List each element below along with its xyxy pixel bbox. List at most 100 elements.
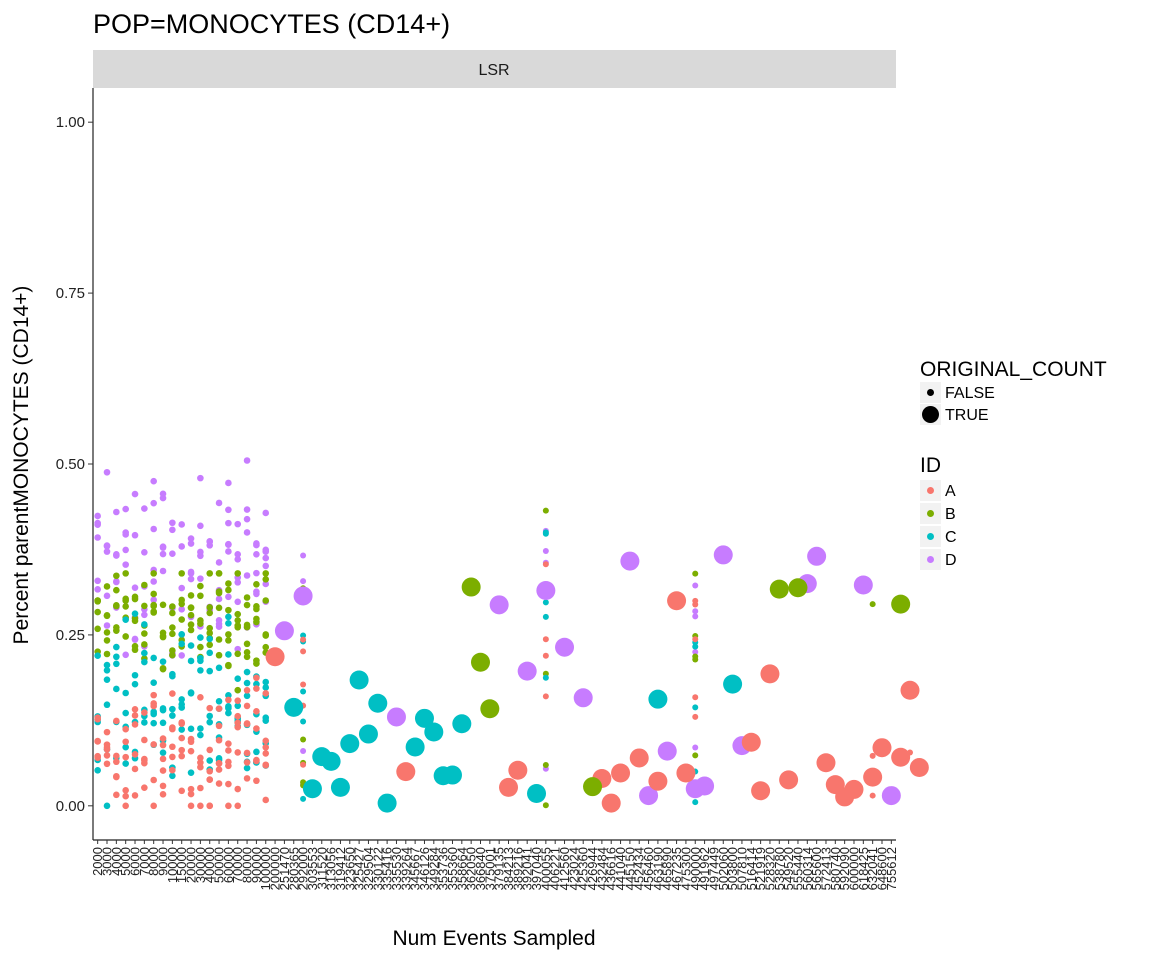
data-point-small: [141, 755, 148, 763]
data-point-small: [234, 785, 242, 793]
data-point-small: [122, 616, 129, 623]
legend-size-label-false: FALSE: [945, 385, 995, 402]
data-point-small: [113, 685, 120, 693]
legend-color-swatch: [927, 556, 934, 563]
data-point-small: [243, 529, 251, 536]
data-point-small: [159, 719, 167, 727]
data-point-small: [150, 719, 157, 727]
data-point-small: [131, 765, 139, 773]
data-point-small: [215, 499, 223, 507]
data-point-small: [159, 633, 167, 641]
data-point-small: [103, 629, 111, 636]
data-point-small: [243, 686, 251, 694]
data-point-small: [187, 689, 195, 696]
data-point-small: [206, 802, 214, 810]
data-point-small: [234, 675, 242, 682]
data-point-small: [178, 630, 186, 638]
data-point-small: [150, 691, 157, 699]
data-point-small: [122, 603, 129, 610]
data-point-small: [187, 592, 195, 599]
data-point-small: [113, 601, 120, 609]
data-point-small: [187, 790, 195, 798]
data-point-small: [692, 636, 699, 643]
x-tick-label: 319412: [333, 847, 348, 890]
data-point-small: [234, 623, 242, 631]
data-point-small: [206, 649, 214, 657]
data-point-large: [872, 738, 892, 758]
facet-strip: [93, 50, 896, 88]
data-point-small: [187, 621, 195, 628]
data-point-small: [187, 575, 195, 583]
data-point-small: [150, 578, 157, 585]
data-point-small: [197, 548, 204, 556]
data-point-large: [274, 621, 294, 641]
data-point-small: [542, 652, 549, 659]
data-point-small: [178, 606, 186, 613]
data-point-small: [542, 529, 549, 536]
data-point-small: [159, 665, 167, 673]
data-point-small: [169, 609, 176, 617]
data-point-large: [489, 595, 509, 615]
data-point-small: [159, 782, 167, 790]
data-point-small: [187, 611, 195, 619]
data-point-small: [542, 613, 549, 620]
x-tick-label: 400055: [538, 847, 553, 890]
data-point-small: [262, 570, 270, 577]
data-point-small: [197, 694, 204, 701]
data-point-large: [844, 779, 864, 799]
data-point-small: [94, 534, 101, 541]
data-point-small: [103, 612, 111, 619]
data-point-small: [197, 592, 204, 600]
data-point-small: [262, 796, 270, 804]
data-point-small: [692, 601, 699, 608]
x-tick-label: 9000: [156, 847, 171, 876]
data-point-large: [555, 637, 575, 657]
data-point-small: [234, 702, 242, 710]
data-point-small: [113, 572, 120, 580]
data-point-small: [197, 620, 204, 628]
x-tick-label: 445150: [622, 847, 637, 890]
data-point-small: [215, 651, 223, 659]
data-point-small: [206, 624, 214, 632]
data-point-small: [225, 703, 232, 710]
data-point-large: [321, 751, 341, 771]
data-point-small: [113, 551, 120, 558]
data-point-small: [197, 575, 204, 582]
data-point-small: [103, 661, 111, 669]
data-point-small: [542, 507, 549, 514]
data-point-small: [542, 761, 549, 768]
data-point-small: [103, 542, 111, 550]
data-point-small: [103, 676, 111, 683]
data-point-small: [206, 635, 214, 643]
data-point-large: [611, 763, 631, 783]
data-point-small: [169, 724, 176, 731]
data-point-small: [159, 567, 167, 575]
data-point-large: [377, 793, 397, 813]
data-point-large: [891, 747, 911, 767]
y-tick-label: 0.75: [56, 285, 85, 302]
data-point-small: [122, 597, 129, 604]
data-point-small: [103, 802, 111, 810]
x-tick-label: 375001: [482, 847, 497, 890]
data-point-small: [141, 581, 148, 589]
data-point-small: [178, 584, 186, 592]
data-point-small: [206, 757, 214, 764]
data-point-small: [243, 764, 251, 772]
x-tick-label: 200000: [268, 847, 283, 890]
data-point-small: [300, 795, 307, 802]
data-point-small: [243, 702, 251, 710]
data-point-large: [349, 670, 369, 690]
data-point-large: [358, 724, 378, 744]
data-point-small: [253, 618, 260, 626]
data-point-small: [206, 641, 214, 649]
data-point-small: [94, 752, 101, 760]
data-point-small: [178, 543, 186, 550]
data-point-small: [542, 674, 549, 681]
y-tick-label: 0.00: [56, 798, 85, 815]
x-tick-label: 362050: [464, 847, 479, 890]
x-tick-label: 329504: [361, 847, 376, 890]
x-tick-label: 311520: [314, 847, 329, 889]
legend-color-label: D: [945, 552, 957, 569]
data-point-small: [243, 759, 251, 766]
